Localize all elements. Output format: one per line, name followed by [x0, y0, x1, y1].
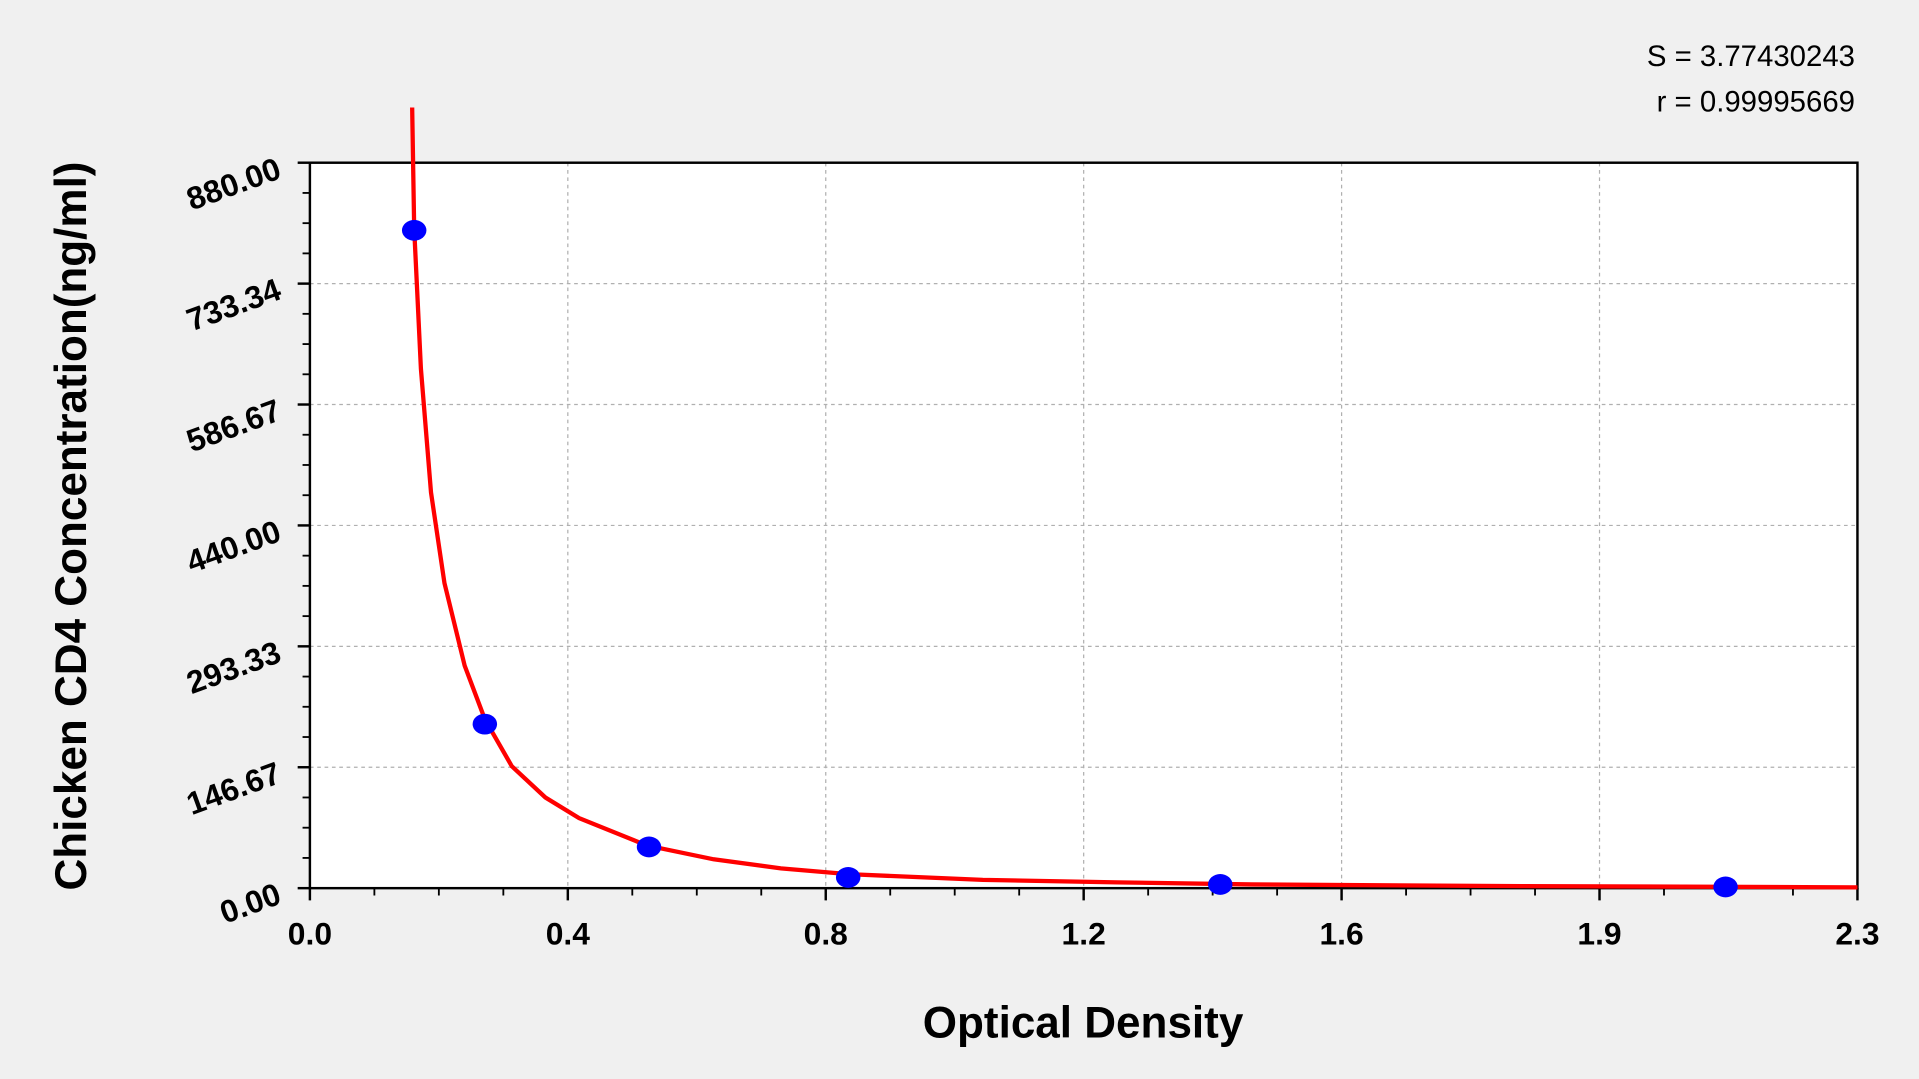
data-point [472, 713, 498, 735]
fit-curve [410, 107, 1858, 890]
y-tick-label: 0.00 [215, 876, 285, 931]
x-tick-label: 1.2 [1062, 915, 1106, 951]
x-axis-title: Optical Density [923, 998, 1244, 1047]
grid [309, 162, 1858, 889]
x-tick-label: 1.9 [1577, 915, 1621, 951]
x-tick-labels: 0.0 0.4 0.8 1.2 1.6 1.9 2.3 [288, 915, 1880, 951]
plot-frame [308, 161, 1859, 890]
y-tick-labels: 0.00 146.67 293.33 440.00 586.67 733.34 … [182, 150, 286, 930]
data-point [401, 219, 427, 241]
y-tick-label: 880.00 [182, 150, 286, 217]
y-tick-label: 440.00 [182, 513, 286, 580]
data-points [401, 219, 1738, 898]
x-tick-label: 2.3 [1835, 915, 1879, 951]
y-tick-label: 146.67 [182, 755, 286, 822]
y-tick-label: 293.33 [182, 634, 286, 701]
y-tick-label: 733.34 [182, 271, 286, 338]
data-point [636, 836, 662, 858]
x-tick-label: 0.0 [288, 915, 332, 951]
y-tick-label: 586.67 [182, 392, 286, 459]
x-tick-label: 1.6 [1319, 915, 1363, 951]
stat-s: S = 3.77430243 [1647, 40, 1855, 73]
data-point [1713, 876, 1738, 898]
data-point [1208, 874, 1233, 895]
x-tick-label: 0.8 [804, 915, 848, 951]
x-tick-label: 0.4 [546, 915, 591, 951]
data-point [835, 867, 861, 888]
y-axis-title: Chicken CD4 Concentration(ng/ml) [47, 162, 96, 891]
stat-r: r = 0.99995669 [1657, 85, 1855, 118]
